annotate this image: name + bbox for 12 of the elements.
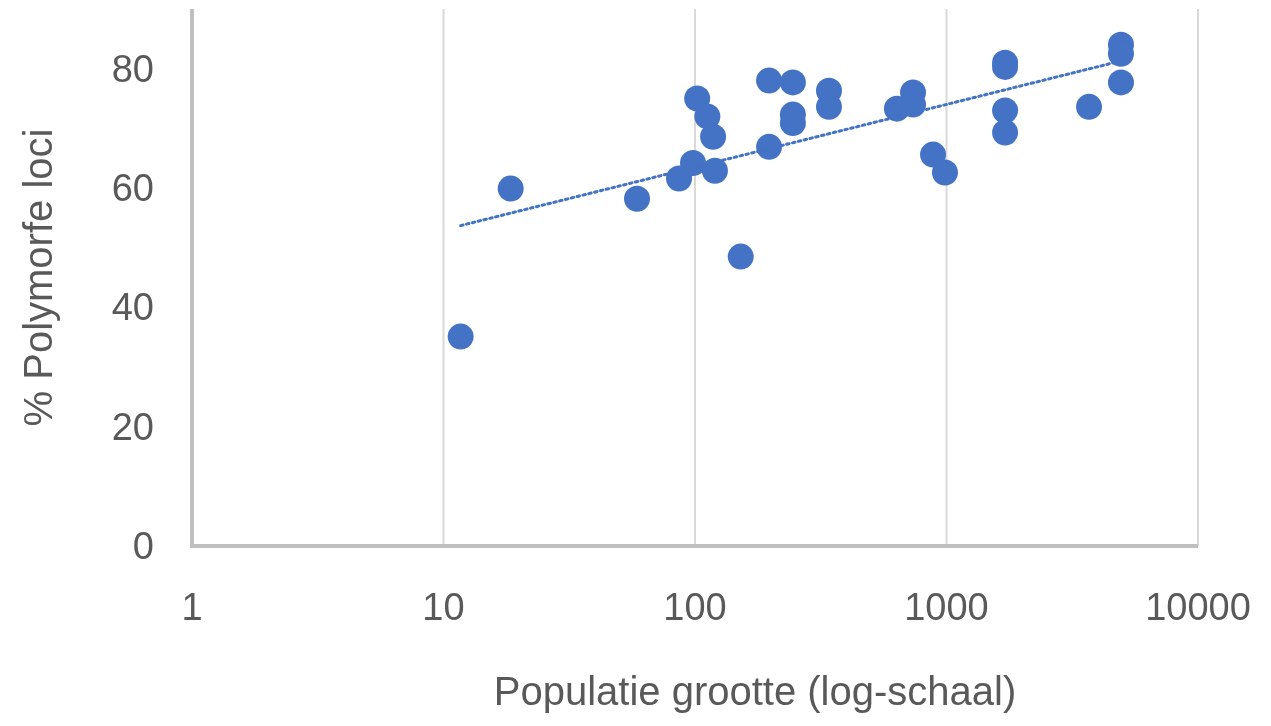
x-tick-label: 1: [181, 586, 203, 628]
x-tick-label: 1000: [904, 586, 989, 628]
y-tick-label: 40: [111, 286, 154, 329]
y-tick-label: 0: [132, 525, 154, 567]
x-tick-label: 100: [663, 586, 727, 628]
y-tick-label: 60: [111, 167, 154, 209]
x-tick-label: 10: [422, 586, 465, 628]
y-axis-title: % Polymorfe loci: [16, 128, 60, 427]
x-tick-label: 10000: [1145, 586, 1251, 628]
x-axis-title: Populatie grootte (log-schaal): [493, 669, 1017, 713]
y-tick-label: 80: [111, 47, 154, 90]
y-tick-label: 20: [111, 405, 154, 448]
